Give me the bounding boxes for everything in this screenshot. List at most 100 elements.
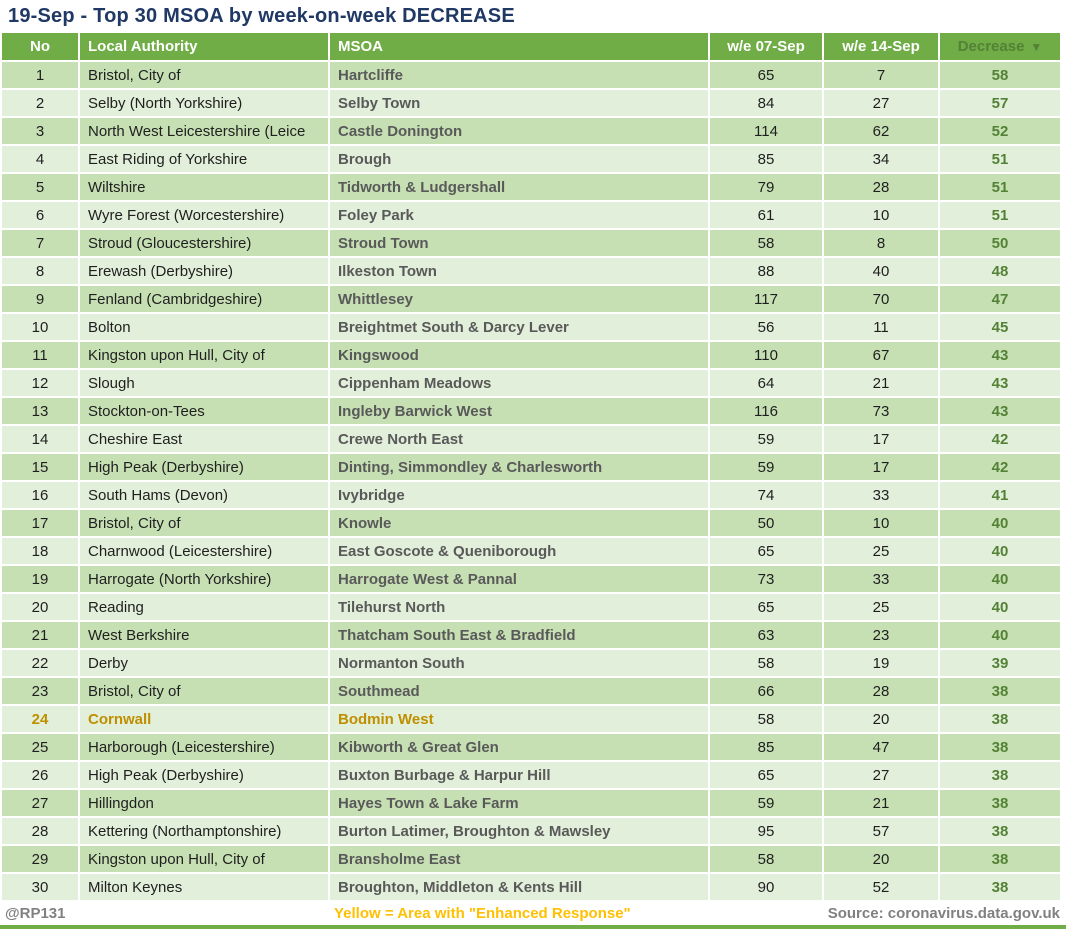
cell-we-07-sep: 65 <box>710 538 824 566</box>
cell-msoa: Hayes Town & Lake Farm <box>330 790 710 818</box>
table-row: 6 Wyre Forest (Worcestershire) Foley Park 6… <box>2 202 1062 230</box>
cell-we-07-sep: 65 <box>710 594 824 622</box>
cell-msoa: Tidworth & Ludgershall <box>330 174 710 202</box>
cell-we-07-sep: 88 <box>710 258 824 286</box>
cell-decrease: 38 <box>940 762 1062 790</box>
cell-local-authority: Bristol, City of <box>80 510 330 538</box>
cell-we-14-sep: 10 <box>824 202 940 230</box>
cell-no: 26 <box>2 762 80 790</box>
cell-no: 24 <box>2 706 80 734</box>
cell-decrease: 40 <box>940 622 1062 650</box>
cell-no: 9 <box>2 286 80 314</box>
cell-no: 3 <box>2 118 80 146</box>
msoa-decrease-table: No Local Authority MSOA w/e 07-Sep w/e 14-Se… <box>2 33 1062 902</box>
cell-local-authority: Kettering (Northamptonshire) <box>80 818 330 846</box>
cell-we-07-sep: 117 <box>710 286 824 314</box>
title-bar: 19-Sep - Top 30 MSOA by week-on-week DEC… <box>0 0 1066 33</box>
cell-we-14-sep: 28 <box>824 678 940 706</box>
cell-local-authority: Kingston upon Hull, City of <box>80 342 330 370</box>
cell-we-07-sep: 63 <box>710 622 824 650</box>
cell-msoa: Broughton, Middleton & Kents Hill <box>330 874 710 902</box>
cell-decrease: 38 <box>940 846 1062 874</box>
cell-no: 2 <box>2 90 80 118</box>
cell-local-authority: West Berkshire <box>80 622 330 650</box>
cell-decrease: 43 <box>940 342 1062 370</box>
cell-decrease: 38 <box>940 706 1062 734</box>
cell-local-authority: Hillingdon <box>80 790 330 818</box>
cell-decrease: 50 <box>940 230 1062 258</box>
cell-decrease: 38 <box>940 790 1062 818</box>
author-handle: @RP131 <box>5 905 66 922</box>
table-row: 28 Kettering (Northamptonshire) Burton Lat… <box>2 818 1062 846</box>
cell-local-authority: High Peak (Derbyshire) <box>80 454 330 482</box>
cell-decrease: 45 <box>940 314 1062 342</box>
cell-we-07-sep: 110 <box>710 342 824 370</box>
cell-we-07-sep: 58 <box>710 650 824 678</box>
cell-msoa: Normanton South <box>330 650 710 678</box>
column-header-no: No <box>2 33 80 62</box>
cell-we-14-sep: 8 <box>824 230 940 258</box>
cell-decrease: 43 <box>940 398 1062 426</box>
cell-local-authority: Charnwood (Leicestershire) <box>80 538 330 566</box>
cell-decrease: 41 <box>940 482 1062 510</box>
cell-we-14-sep: 52 <box>824 874 940 902</box>
cell-msoa: Hartcliffe <box>330 62 710 90</box>
cell-msoa: Brough <box>330 146 710 174</box>
table-row: 11 Kingston upon Hull, City of Kingswood 11… <box>2 342 1062 370</box>
table-row: 24 Cornwall Bodmin West 58 20 38 <box>2 706 1062 734</box>
table-row: 12 Slough Cippenham Meadows 64 21 43 <box>2 370 1062 398</box>
cell-we-14-sep: 25 <box>824 594 940 622</box>
column-header-local-authority: Local Authority <box>80 33 330 62</box>
cell-msoa: Buxton Burbage & Harpur Hill <box>330 762 710 790</box>
cell-local-authority: East Riding of Yorkshire <box>80 146 330 174</box>
table-row: 23 Bristol, City of Southmead 66 28 38 <box>2 678 1062 706</box>
cell-local-authority: Milton Keynes <box>80 874 330 902</box>
cell-local-authority: Derby <box>80 650 330 678</box>
cell-we-07-sep: 95 <box>710 818 824 846</box>
cell-we-07-sep: 50 <box>710 510 824 538</box>
cell-no: 13 <box>2 398 80 426</box>
cell-local-authority: Bolton <box>80 314 330 342</box>
cell-decrease: 40 <box>940 566 1062 594</box>
cell-we-14-sep: 27 <box>824 762 940 790</box>
column-label: w/e 14-Sep <box>842 38 920 55</box>
table-row: 16 South Hams (Devon) Ivybridge 74 33 41 <box>2 482 1062 510</box>
cell-decrease: 38 <box>940 734 1062 762</box>
column-label: MSOA <box>338 38 383 55</box>
sort-desc-icon: ▼ <box>1030 40 1043 54</box>
cell-no: 20 <box>2 594 80 622</box>
cell-no: 11 <box>2 342 80 370</box>
cell-we-07-sep: 114 <box>710 118 824 146</box>
cell-local-authority: Cheshire East <box>80 426 330 454</box>
cell-msoa: Selby Town <box>330 90 710 118</box>
cell-msoa: Knowle <box>330 510 710 538</box>
bottom-accent-bar <box>0 925 1066 929</box>
cell-msoa: Dinting, Simmondley & Charlesworth <box>330 454 710 482</box>
cell-no: 15 <box>2 454 80 482</box>
table-row: 14 Cheshire East Crewe North East 59 17 42 <box>2 426 1062 454</box>
cell-msoa: Kingswood <box>330 342 710 370</box>
table-row: 2 Selby (North Yorkshire) Selby Town 84 27 57 <box>2 90 1062 118</box>
cell-no: 10 <box>2 314 80 342</box>
cell-local-authority: North West Leicestershire (Leice <box>80 118 330 146</box>
footer: @RP131 Yellow = Area with "Enhanced Resp… <box>0 902 1066 925</box>
cell-local-authority: Reading <box>80 594 330 622</box>
cell-we-14-sep: 33 <box>824 482 940 510</box>
cell-msoa: Crewe North East <box>330 426 710 454</box>
table-row: 22 Derby Normanton South 58 19 39 <box>2 650 1062 678</box>
cell-no: 14 <box>2 426 80 454</box>
cell-local-authority: Bristol, City of <box>80 678 330 706</box>
cell-no: 16 <box>2 482 80 510</box>
cell-we-07-sep: 85 <box>710 146 824 174</box>
cell-decrease: 39 <box>940 650 1062 678</box>
cell-no: 27 <box>2 790 80 818</box>
table-row: 1 Bristol, City of Hartcliffe 65 7 58 <box>2 62 1062 90</box>
cell-msoa: Harrogate West & Pannal <box>330 566 710 594</box>
cell-decrease: 42 <box>940 454 1062 482</box>
table-row: 29 Kingston upon Hull, City of Bransholme … <box>2 846 1062 874</box>
cell-we-07-sep: 85 <box>710 734 824 762</box>
cell-we-14-sep: 67 <box>824 342 940 370</box>
cell-no: 4 <box>2 146 80 174</box>
cell-we-07-sep: 58 <box>710 230 824 258</box>
